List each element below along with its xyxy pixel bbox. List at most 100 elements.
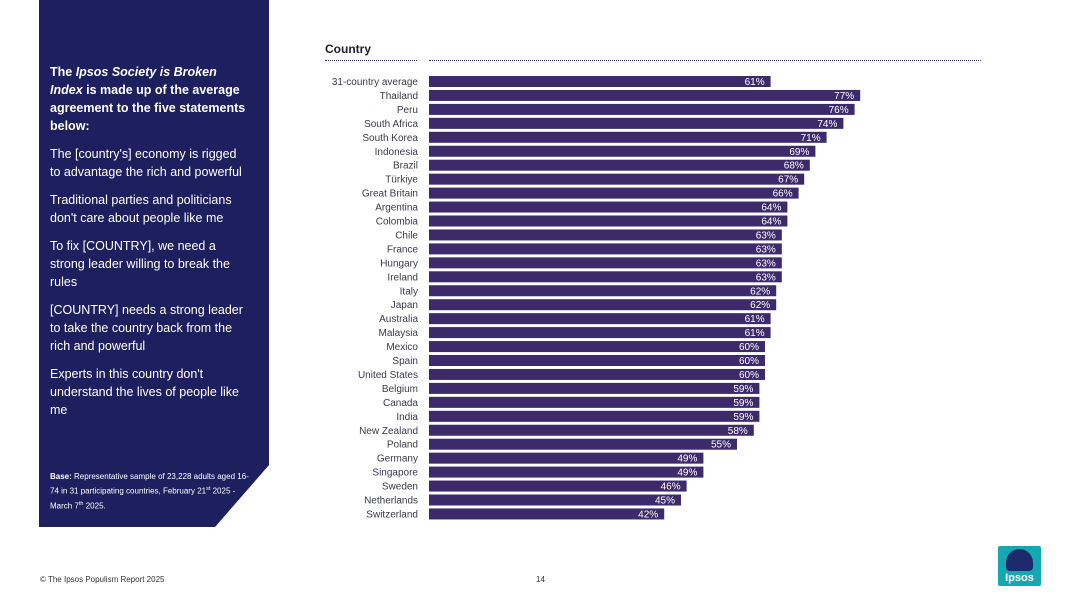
bar-mexico bbox=[429, 341, 765, 353]
value-label-ireland: 63% bbox=[756, 272, 776, 283]
bar-india bbox=[429, 410, 760, 422]
category-label-mexico: Mexico bbox=[386, 342, 418, 353]
bar-chart: 31-country average 61% Thailand 77% Peru 76% S… bbox=[332, 76, 861, 520]
intro-suffix: is made up of the average agreement to t… bbox=[50, 83, 246, 133]
value-label-colombia: 64% bbox=[761, 217, 781, 228]
chart-title: Country bbox=[325, 42, 371, 56]
category-label-sweden: Sweden bbox=[382, 482, 418, 493]
index-description: The Ipsos Society is Broken Index is mad… bbox=[50, 63, 248, 135]
value-label-canada: 59% bbox=[733, 398, 753, 409]
category-label-netherlands: Netherlands bbox=[364, 496, 418, 507]
category-label-france: France bbox=[387, 244, 419, 255]
value-label-belgium: 59% bbox=[733, 384, 753, 395]
value-label-italy: 62% bbox=[750, 286, 770, 297]
value-label-indonesia: 69% bbox=[789, 147, 809, 158]
value-label-india: 59% bbox=[733, 412, 753, 423]
info-panel: The Ipsos Society is Broken Index is mad… bbox=[39, 0, 269, 527]
bar-indonesia bbox=[429, 145, 816, 157]
bar-australia bbox=[429, 313, 771, 325]
statement-4: [COUNTRY] needs a strong leader to take … bbox=[50, 303, 243, 353]
value-label-france: 63% bbox=[756, 244, 776, 255]
bar-poland bbox=[429, 438, 737, 450]
base-sup-th: th bbox=[78, 500, 84, 507]
category-label-india: India bbox=[396, 412, 418, 423]
statement-2: Traditional parties and politicians don'… bbox=[50, 193, 232, 225]
value-label-t-rkiye: 67% bbox=[778, 175, 798, 186]
bar-belgium bbox=[429, 382, 760, 394]
bar-netherlands bbox=[429, 494, 681, 506]
category-label-great-britain: Great Britain bbox=[362, 189, 418, 200]
logo-mark-icon bbox=[1006, 549, 1033, 571]
category-label-indonesia: Indonesia bbox=[375, 147, 419, 158]
bar-singapore bbox=[429, 466, 704, 478]
bar-south-africa bbox=[429, 117, 844, 129]
category-label-argentina: Argentina bbox=[375, 203, 418, 214]
bar-31-country-average bbox=[429, 76, 771, 87]
value-label-japan: 62% bbox=[750, 300, 770, 311]
statement-5: Experts in this country don't understand… bbox=[50, 367, 240, 417]
value-label-hungary: 63% bbox=[756, 258, 776, 269]
category-label-t-rkiye: Türkiye bbox=[385, 175, 418, 186]
bar-brazil bbox=[429, 159, 810, 171]
category-label-south-korea: South Korea bbox=[362, 133, 418, 144]
bar-sweden bbox=[429, 480, 687, 492]
bar-thailand bbox=[429, 89, 861, 101]
bar-spain bbox=[429, 355, 765, 366]
value-label-brazil: 68% bbox=[784, 161, 804, 172]
value-label-great-britain: 66% bbox=[773, 189, 793, 200]
bar-t-rkiye bbox=[429, 173, 805, 185]
category-label-south-africa: South Africa bbox=[364, 119, 418, 130]
value-label-poland: 55% bbox=[711, 440, 731, 451]
category-label-thailand: Thailand bbox=[380, 91, 418, 102]
category-label-switzerland: Switzerland bbox=[366, 509, 418, 520]
value-label-south-africa: 74% bbox=[817, 119, 837, 130]
value-label-netherlands: 45% bbox=[655, 496, 675, 507]
value-label-germany: 49% bbox=[677, 454, 697, 465]
category-label-peru: Peru bbox=[397, 105, 418, 116]
page-number: 14 bbox=[536, 575, 545, 584]
category-label-hungary: Hungary bbox=[380, 258, 418, 269]
bar-switzerland bbox=[429, 508, 665, 520]
category-label-germany: Germany bbox=[377, 454, 418, 465]
footer-source: © The Ipsos Populism Report 2025 bbox=[40, 575, 165, 584]
value-label-mexico: 60% bbox=[739, 342, 759, 353]
value-label-switzerland: 42% bbox=[638, 509, 658, 520]
index-name: Ipsos Society is Broken Index bbox=[50, 65, 217, 97]
category-label-spain: Spain bbox=[392, 356, 418, 367]
category-label-colombia: Colombia bbox=[376, 217, 419, 228]
intro-prefix: The bbox=[50, 65, 76, 79]
base-label: Base: bbox=[50, 472, 72, 481]
bar-great-britain bbox=[429, 187, 799, 199]
category-label-31-country-average: 31-country average bbox=[332, 77, 419, 88]
value-label-malaysia: 61% bbox=[745, 328, 765, 339]
bar-new-zealand bbox=[429, 424, 754, 436]
category-label-canada: Canada bbox=[383, 398, 418, 409]
logo-text: Ipsos bbox=[1005, 572, 1034, 584]
category-label-italy: Italy bbox=[400, 286, 418, 297]
base-sup-st: st bbox=[206, 486, 211, 492]
value-label-sweden: 46% bbox=[661, 482, 681, 493]
bar-ireland bbox=[429, 271, 782, 283]
base-text-end: 2025. bbox=[83, 501, 106, 511]
category-label-malaysia: Malaysia bbox=[379, 328, 419, 339]
bar-chile bbox=[429, 229, 782, 241]
base-text: Representative sample of 23,228 adults a… bbox=[50, 472, 249, 496]
info-panel-content: The Ipsos Society is Broken Index is mad… bbox=[50, 63, 248, 429]
value-label-australia: 61% bbox=[745, 314, 765, 325]
bar-argentina bbox=[429, 201, 788, 213]
bar-hungary bbox=[429, 257, 782, 269]
base-note: Base: Representative sample of 23,228 ad… bbox=[50, 471, 250, 512]
category-label-singapore: Singapore bbox=[372, 468, 418, 479]
value-label-spain: 60% bbox=[739, 356, 759, 367]
category-label-united-states: United States bbox=[358, 370, 418, 381]
statement-1: The [country's] economy is rigged to adv… bbox=[50, 147, 242, 179]
category-label-australia: Australia bbox=[379, 314, 418, 325]
value-label-singapore: 49% bbox=[677, 468, 697, 479]
value-label-peru: 76% bbox=[829, 105, 849, 116]
bar-united-states bbox=[429, 368, 765, 380]
value-label-argentina: 64% bbox=[761, 203, 781, 214]
category-label-brazil: Brazil bbox=[393, 161, 418, 172]
bar-south-korea bbox=[429, 131, 827, 143]
bar-peru bbox=[429, 103, 855, 115]
statement-3: To fix [COUNTRY], we need a strong leade… bbox=[50, 239, 230, 289]
